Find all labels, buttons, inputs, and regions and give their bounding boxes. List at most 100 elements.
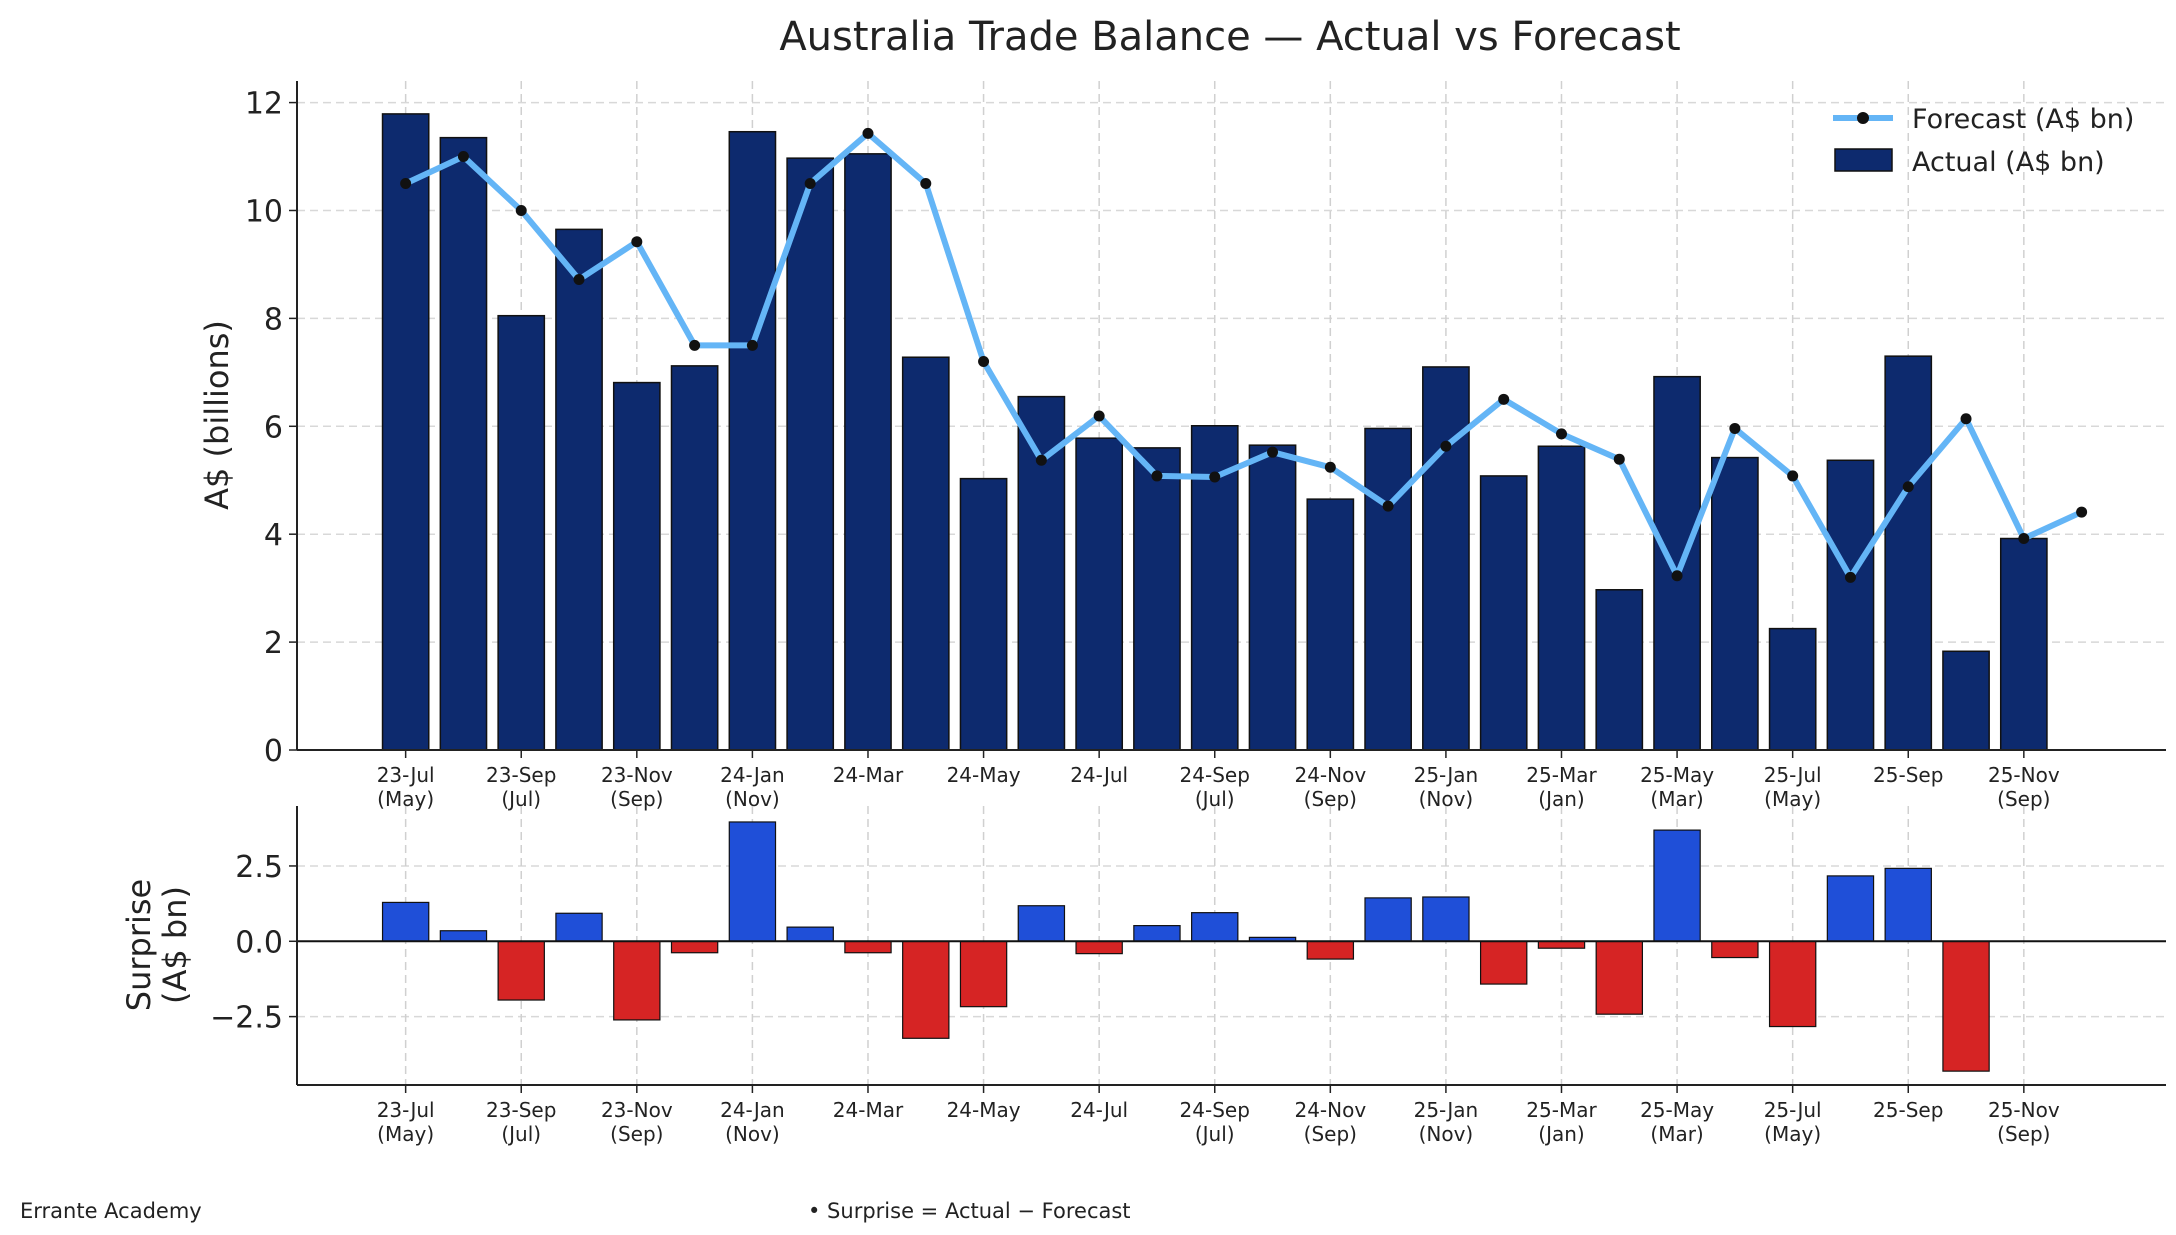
top-x-tick-label: 23-Sep (486, 763, 556, 787)
bottom-x-tick-label: 25-Nov (1988, 1098, 2060, 1122)
top-y-tick-label: 12 (245, 87, 283, 122)
top-x-tick-label: 23-Jul (377, 763, 435, 787)
surprise-bar-positive (786, 926, 834, 942)
bottom-x-tick-sublabel: (Sep) (610, 1122, 663, 1146)
top-x-tick-label: 25-Jan (1414, 763, 1479, 787)
top-y-tick-label: 8 (264, 302, 283, 337)
forecast-point (1267, 446, 1279, 458)
top-x-tick-label: 24-Nov (1294, 763, 1366, 787)
forecast-point (1093, 410, 1105, 422)
forecast-point (689, 339, 701, 351)
forecast-point (1498, 393, 1510, 405)
chart-title: Australia Trade Balance — Actual vs Fore… (779, 14, 1680, 60)
bottom-x-tick-label: 23-Nov (601, 1098, 673, 1122)
surprise-bar-negative (1711, 940, 1759, 959)
bottom-x-tick-sublabel: (Mar) (1650, 1122, 1703, 1146)
actual-bar (1306, 498, 1355, 751)
bottom-x-tick-label: 23-Sep (486, 1098, 556, 1122)
bottom-x-tick-label: 25-Jan (1414, 1098, 1479, 1122)
bottom-x-tick-label: 24-Nov (1294, 1098, 1366, 1122)
top-x-tick-label: 24-Jan (720, 763, 785, 787)
surprise-bar-positive (728, 821, 777, 942)
forecast-point (1729, 422, 1741, 434)
actual-bar (959, 477, 1008, 751)
forecast-point (1671, 570, 1683, 582)
top-x-tick-label: 25-Sep (1873, 763, 1943, 787)
forecast-point (1440, 440, 1452, 452)
surprise-bar-positive (439, 930, 488, 942)
forecast-point (573, 274, 585, 286)
actual-bar (1479, 475, 1528, 751)
bottom-x-tick-sublabel: (May) (1764, 1122, 1821, 1146)
top-x-tick-label: 25-Mar (1526, 763, 1597, 787)
forecast-point (862, 127, 874, 139)
actual-bar (1537, 445, 1586, 751)
actual-bar (381, 113, 430, 751)
actual-bar (612, 381, 661, 751)
bottom-x-tick-label: 25-Jul (1764, 1098, 1822, 1122)
forecast-point (1902, 481, 1914, 493)
forecast-point (804, 178, 816, 190)
bottom-x-tick-sublabel: (Jan) (1538, 1122, 1584, 1146)
top-x-tick-label: 24-May (947, 763, 1021, 787)
forecast-point (515, 204, 527, 216)
forecast-point (457, 151, 469, 163)
bottom-x-tick-sublabel: (Nov) (725, 1122, 780, 1146)
top-y-tick-label: 0 (264, 734, 283, 769)
actual-bar (1711, 456, 1759, 751)
surprise-bar-negative (497, 940, 545, 1001)
bottom-x-tick-label: 24-Mar (833, 1098, 904, 1122)
actual-bar (1653, 375, 1701, 751)
surprise-bar-negative (1768, 940, 1817, 1028)
surprise-bar-positive (555, 912, 603, 942)
surprise-bar-positive (381, 901, 430, 942)
bottom-x-tick-label: 25-Sep (1873, 1098, 1943, 1122)
bottom-x-tick-sublabel: (Sep) (1997, 1122, 2050, 1146)
actual-bar (1248, 444, 1297, 751)
surprise-bar-negative (1537, 940, 1586, 949)
bottom-y-axis-label-line2: (A$ bn) (156, 886, 194, 1004)
actual-bar (1826, 459, 1875, 751)
forecast-point (1613, 453, 1625, 465)
surprise-bar-negative (1942, 940, 1990, 1072)
actual-bar (1942, 650, 1990, 751)
surprise-bar-negative (1479, 940, 1528, 985)
forecast-point (1151, 470, 1163, 482)
forecast-point (746, 339, 758, 351)
actual-bar (1422, 366, 1470, 751)
bottom-y-tick-label: −2.5 (210, 1001, 283, 1036)
actual-bar (1999, 537, 2048, 751)
actual-bar (497, 314, 546, 751)
forecast-point (1382, 500, 1394, 512)
forecast-point (1324, 461, 1336, 473)
surprise-bar-positive (1364, 897, 1412, 942)
footer-brand: Errante Academy (20, 1199, 202, 1223)
actual-bar (728, 130, 777, 751)
actual-bar (1364, 427, 1412, 751)
top-x-tick-label: 24-Jul (1070, 763, 1128, 787)
top-x-tick-label: 25-Nov (1988, 763, 2060, 787)
actual-bar (670, 365, 719, 751)
forecast-point (1787, 470, 1799, 482)
surprise-bar-negative (902, 940, 950, 1039)
forecast-point (1209, 471, 1221, 483)
top-y-tick-label: 4 (264, 518, 283, 553)
bottom-x-tick-sublabel: (Nov) (1419, 1122, 1474, 1146)
surprise-bar-negative (959, 940, 1008, 1008)
actual-bar (1133, 447, 1181, 751)
surprise-bar-positive (1422, 896, 1470, 942)
surprise-bar-negative (1306, 940, 1355, 960)
actual-bar (1595, 589, 1644, 751)
footer-note: • Surprise = Actual − Forecast (808, 1199, 1131, 1223)
legend: Forecast (A$ bn) Actual (A$ bn) (1833, 104, 2134, 178)
forecast-point (631, 236, 643, 248)
legend-actual-label: Actual (A$ bn) (1912, 147, 2105, 178)
surprise-bar-negative (844, 940, 892, 954)
legend-forecast-marker-icon (1857, 112, 1869, 124)
actual-bar (555, 228, 603, 751)
forecast-point (2018, 533, 2030, 545)
surprise-plot-area: −2.50.02.523-Jul(May)23-Sep(Jul)23-Nov(S… (210, 806, 2166, 1146)
forecast-point (1555, 428, 1567, 440)
top-x-tick-label: 24-Mar (833, 763, 904, 787)
